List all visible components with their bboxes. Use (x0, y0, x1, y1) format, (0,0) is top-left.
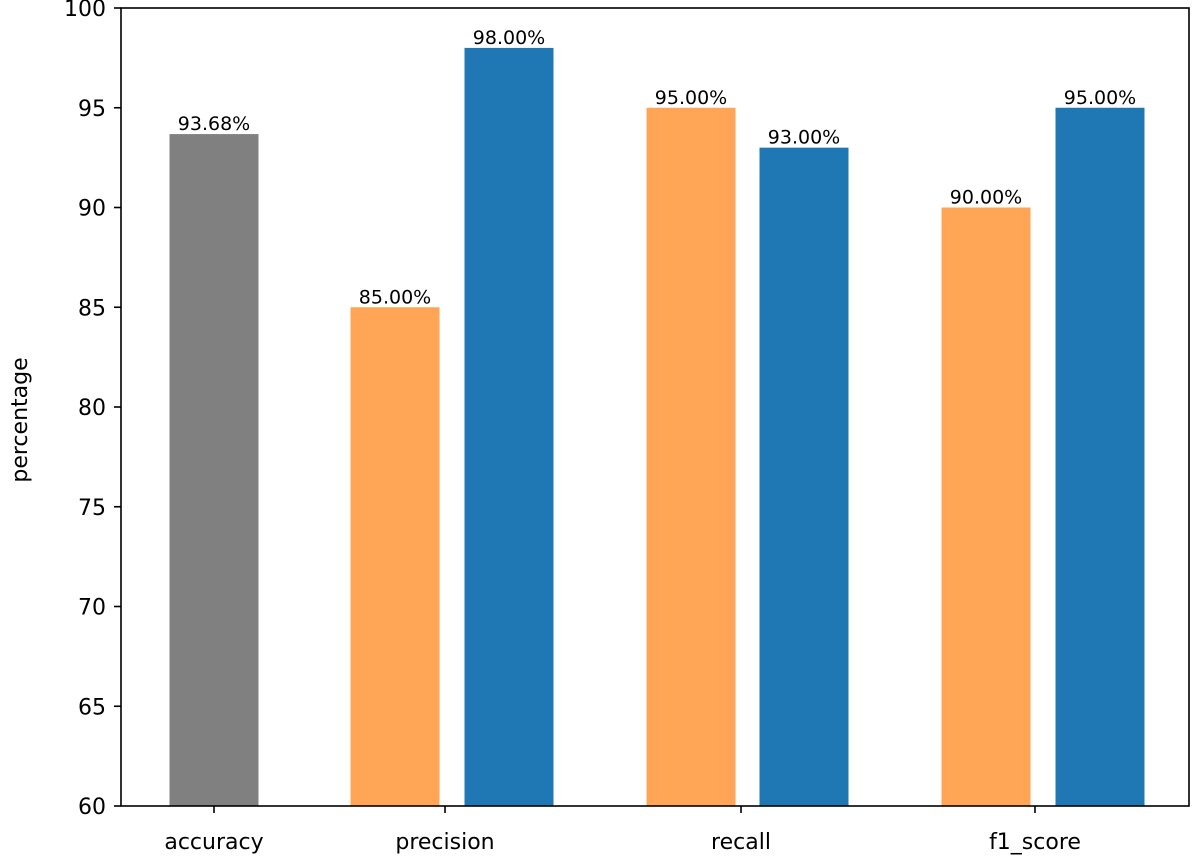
y-tick-label: 90 (78, 197, 106, 222)
bar-value-label: 85.00% (359, 286, 431, 308)
x-tick-label: f1_score (989, 830, 1081, 855)
y-tick-label: 70 (78, 596, 106, 621)
y-tick-label: 85 (78, 296, 106, 321)
x-axis: accuracy precision recall f1_score (164, 806, 1081, 855)
bar-precision-1 (350, 307, 440, 806)
x-tick-label: accuracy (164, 830, 263, 855)
x-tick-label: recall (711, 830, 771, 855)
y-tick-label: 65 (78, 695, 106, 720)
y-tick-label: 95 (78, 97, 106, 122)
y-tick-label: 60 (78, 795, 106, 820)
bar-value-label: 98.00% (473, 27, 545, 49)
bar-value-label: 95.00% (655, 87, 727, 109)
bar-f1_score-5 (941, 207, 1031, 806)
bar-labels-group: 93.68% 85.00% 98.00% 95.00% 93.00% 90.00% 95.0… (178, 27, 1136, 308)
bars-group (169, 47, 1145, 807)
y-axis: 60 65 70 75 80 85 90 95 100 (64, 0, 121, 820)
bar-value-label: 93.68% (178, 113, 250, 135)
bar-recall-4 (759, 147, 849, 806)
bar-value-label: 90.00% (950, 187, 1022, 209)
bar-precision-2 (464, 47, 554, 806)
y-tick-label: 80 (78, 396, 106, 421)
y-axis-label: percentage (8, 357, 33, 482)
bar-accuracy-0 (169, 134, 259, 807)
bar-recall-3 (646, 107, 736, 806)
y-tick-label: 75 (78, 496, 106, 521)
x-tick-label: precision (395, 830, 494, 855)
bar-f1_score-6 (1055, 107, 1145, 806)
y-tick-label: 100 (64, 0, 106, 22)
bar-value-label: 93.00% (768, 127, 840, 149)
bar-value-label: 95.00% (1064, 87, 1136, 109)
